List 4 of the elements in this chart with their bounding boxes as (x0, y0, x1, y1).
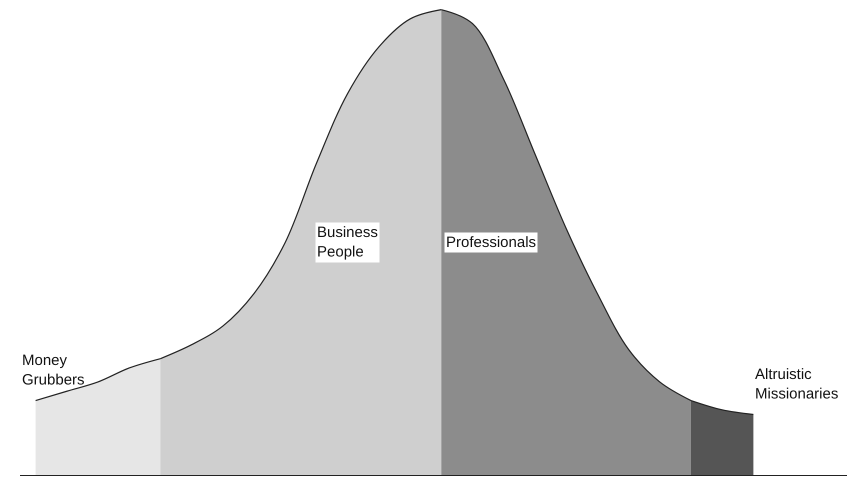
series-label: Altruistic Missionaries (755, 366, 838, 402)
series-label: Money Grubbers (22, 352, 85, 388)
series-label: Professionals (446, 234, 536, 251)
series-label: Business People (317, 224, 378, 260)
